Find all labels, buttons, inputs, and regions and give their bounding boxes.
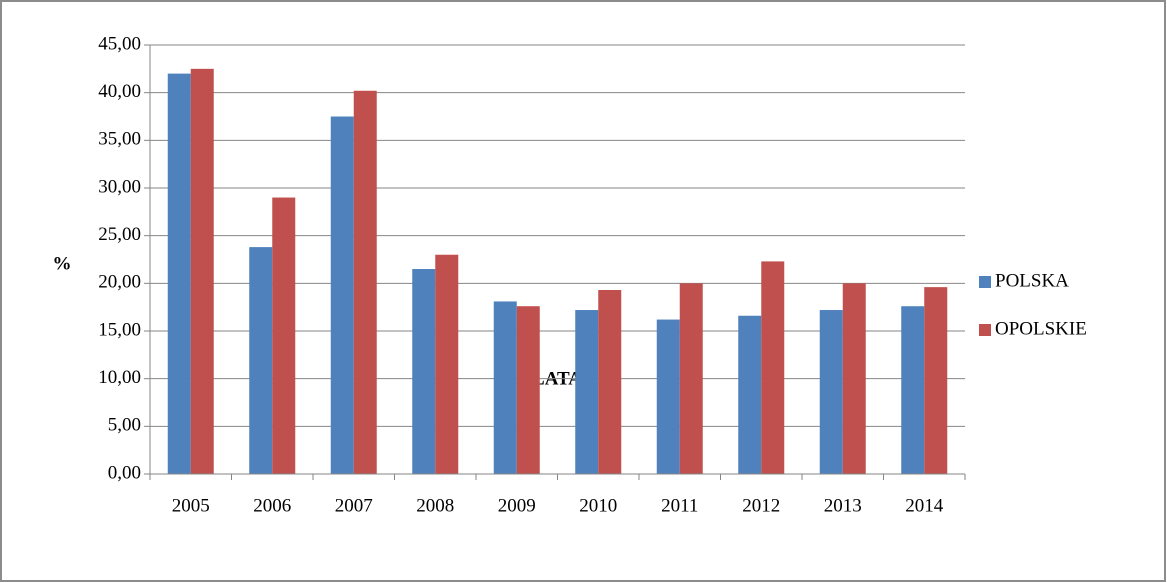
x-tick-label: 2006 (253, 495, 291, 516)
bar (819, 310, 843, 474)
y-tick-label: 35,00 (98, 129, 141, 150)
bar (249, 247, 273, 474)
y-tick-label: 25,00 (98, 224, 141, 245)
x-tick-label: 2005 (172, 495, 210, 516)
x-tick-label: 2011 (661, 495, 698, 516)
y-tick-label: 30,00 (98, 176, 141, 197)
x-tick-label: 2010 (579, 495, 617, 516)
bar (272, 197, 296, 475)
x-tick-label: 2013 (824, 495, 862, 516)
bar (330, 116, 354, 474)
legend-label: OPOLSKIE (995, 318, 1087, 339)
x-tick-label: 2012 (742, 495, 780, 516)
x-tick-label: 2009 (498, 495, 536, 516)
legend-label: POLSKA (995, 270, 1069, 291)
bar (353, 90, 377, 474)
y-tick-label: 15,00 (98, 319, 141, 340)
y-tick-label: 10,00 (98, 367, 141, 388)
x-tick-label: 2007 (335, 495, 373, 516)
bar (656, 319, 680, 474)
bar (924, 287, 948, 474)
y-tick-label: 0,00 (108, 462, 141, 483)
bar (190, 68, 214, 474)
y-tick-label: 5,00 (108, 415, 141, 436)
bar (598, 290, 622, 474)
y-tick-label: 45,00 (98, 33, 141, 54)
x-tick-label: 2014 (905, 495, 944, 516)
x-tick-label: 2008 (416, 495, 454, 516)
bar (435, 254, 459, 474)
y-axis-label: % (53, 253, 72, 274)
bar (842, 283, 866, 474)
bar (516, 306, 540, 474)
bar (901, 306, 925, 474)
bar (761, 261, 785, 474)
bar (493, 301, 517, 474)
bar (679, 283, 703, 474)
bar (412, 269, 436, 474)
legend-swatch (979, 324, 991, 336)
y-tick-label: 20,00 (98, 272, 141, 293)
bar (575, 310, 599, 474)
bar (738, 315, 762, 474)
y-tick-label: 40,00 (98, 81, 141, 102)
legend-swatch (979, 276, 991, 288)
bar (167, 73, 191, 474)
